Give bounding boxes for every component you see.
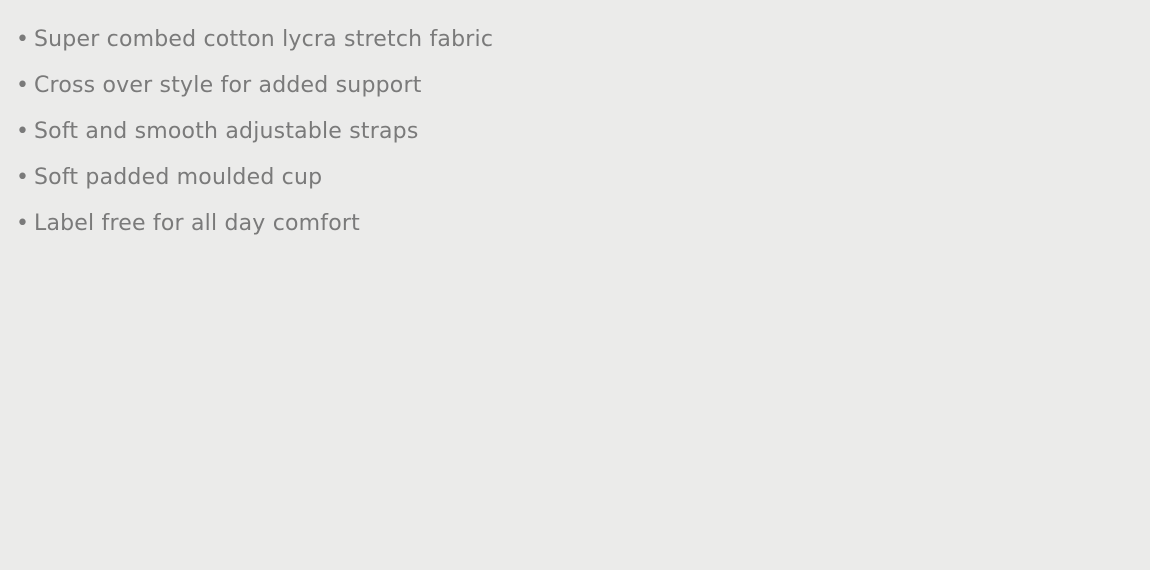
bullet-icon: • [16,165,30,190]
bullet-icon: • [16,27,30,52]
feature-item: • Super combed cotton lycra stretch fabr… [16,17,1150,63]
bullet-icon: • [16,119,30,144]
bullet-icon: • [16,211,30,236]
feature-text: Cross over style for added support [34,73,422,98]
feature-text: Super combed cotton lycra stretch fabric [34,27,494,52]
feature-text: Label free for all day comfort [34,211,360,236]
feature-item: • Soft and smooth adjustable straps [16,109,1150,155]
feature-item: • Cross over style for added support [16,63,1150,109]
feature-text: Soft padded moulded cup [34,165,323,190]
feature-item: • Label free for all day comfort [16,201,1150,247]
feature-item: • Soft padded moulded cup [16,155,1150,201]
feature-text: Soft and smooth adjustable straps [34,119,419,144]
bullet-icon: • [16,73,30,98]
product-features-list: • Super combed cotton lycra stretch fabr… [0,0,1150,247]
